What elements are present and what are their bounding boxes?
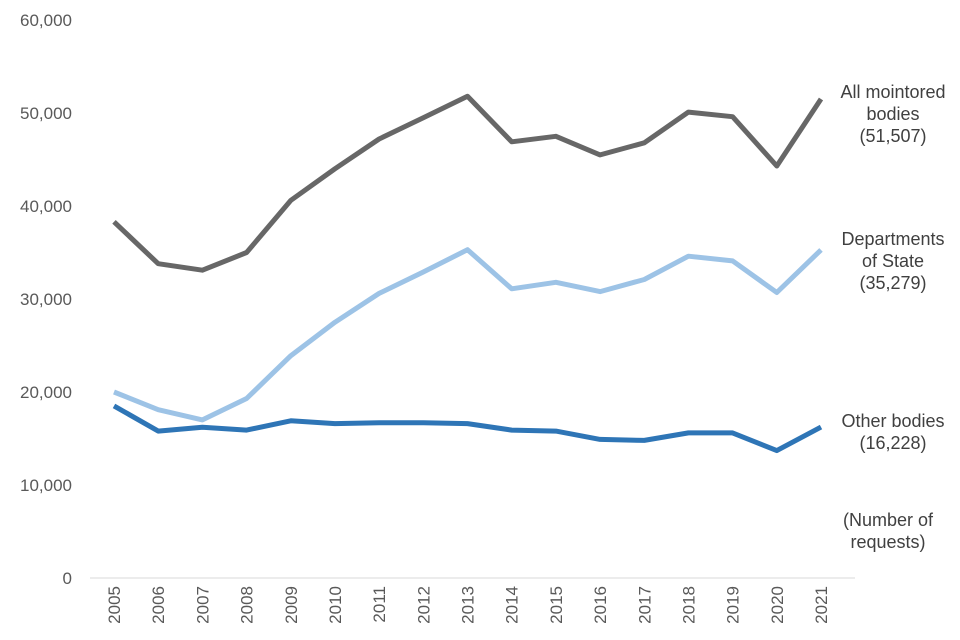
series-label-1: (35,279) — [859, 273, 926, 293]
x-axis-tick-labels: 2005 2006 2007 2008 2009 2010 2011 2012 2013 2014… — [105, 586, 831, 624]
x-tick-label: 2020 — [768, 586, 787, 624]
x-tick-label: 2016 — [591, 586, 610, 624]
series-line-0 — [112, 93, 824, 273]
series-label-2: Other bodies — [841, 411, 944, 431]
x-tick-label: 2006 — [149, 586, 168, 624]
y-axis-tick-labels: 0 10,000 20,000 30,000 40,000 50,000 60,000 — [20, 11, 72, 588]
y-tick-label: 40,000 — [20, 197, 72, 216]
y-tick-label: 10,000 — [20, 476, 72, 495]
x-tick-label: 2005 — [105, 586, 124, 624]
x-tick-label: 2014 — [503, 586, 522, 624]
x-tick-label: 2019 — [724, 586, 743, 624]
series-label-2: (16,228) — [859, 433, 926, 453]
y-tick-label: 50,000 — [20, 104, 72, 123]
x-tick-label: 2008 — [238, 586, 257, 624]
x-tick-label: 2013 — [459, 586, 478, 624]
y-tick-label: 30,000 — [20, 290, 72, 309]
units-annotation-line: requests) — [850, 532, 925, 552]
series-label-1: of State — [862, 251, 924, 271]
units-annotation-line: (Number of — [843, 510, 934, 530]
x-tick-label: 2009 — [282, 586, 301, 624]
series-label-0: bodies — [866, 104, 919, 124]
y-tick-label: 0 — [63, 569, 72, 588]
x-tick-label: 2018 — [679, 586, 698, 624]
series-label-1: Departments — [841, 229, 944, 249]
x-tick-label: 2017 — [635, 586, 654, 624]
series-label-0: (51,507) — [859, 126, 926, 146]
series-lines — [112, 93, 824, 454]
x-tick-label: 2012 — [414, 586, 433, 624]
x-tick-label: 2010 — [326, 586, 345, 624]
x-tick-label: 2015 — [547, 586, 566, 624]
y-tick-label: 20,000 — [20, 383, 72, 402]
x-tick-label: 2007 — [193, 586, 212, 624]
series-line-1 — [113, 247, 823, 423]
x-tick-label: 2021 — [812, 586, 831, 624]
series-label-0: All mointored — [840, 82, 945, 102]
y-tick-label: 60,000 — [20, 11, 72, 30]
series-line-2 — [112, 403, 823, 454]
x-tick-label: 2011 — [370, 586, 389, 623]
